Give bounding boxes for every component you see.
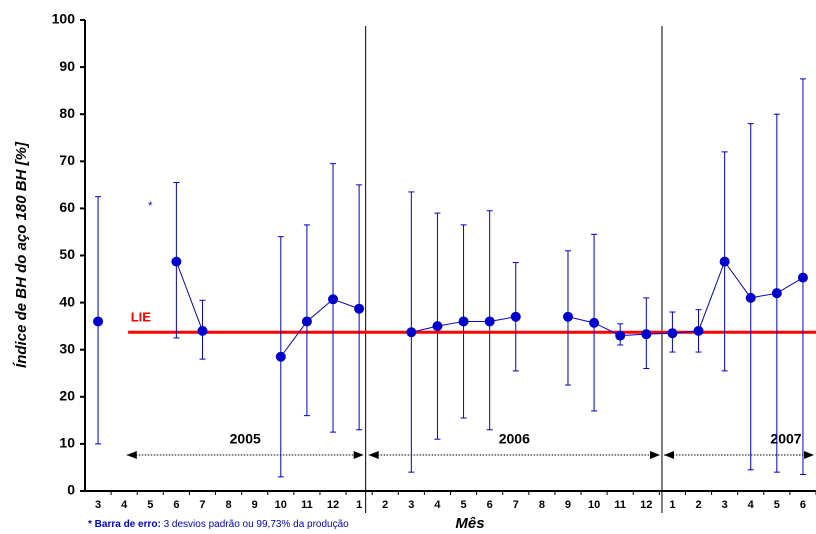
arrow-head xyxy=(126,451,137,459)
data-point xyxy=(693,325,704,336)
footnote-text: 3 desvios padrão ou 99,73% da produção xyxy=(164,519,350,530)
data-point xyxy=(797,272,808,283)
x-tick-label: 2 xyxy=(695,499,701,511)
x-tick-label: 12 xyxy=(327,499,339,511)
x-tick-label: 10 xyxy=(275,499,287,511)
x-tick-label: 1 xyxy=(669,499,675,511)
y-tick-label: 10 xyxy=(59,435,75,451)
data-point xyxy=(93,316,104,327)
data-point xyxy=(589,317,600,328)
data-line xyxy=(175,260,804,358)
x-tick-label: 3 xyxy=(95,499,101,511)
x-tick-label: 5 xyxy=(460,499,466,511)
x-axis-title: Mês xyxy=(455,515,484,532)
y-tick-label: 90 xyxy=(59,58,75,74)
year-label: 2006 xyxy=(499,431,530,447)
arrow-head xyxy=(368,451,379,459)
data-point xyxy=(432,321,443,332)
x-tick-label: 6 xyxy=(487,499,493,511)
data-point xyxy=(328,294,339,305)
year-label: 2005 xyxy=(230,431,261,447)
x-tick-label: 9 xyxy=(252,499,258,511)
x-tick-label: 11 xyxy=(301,499,313,511)
x-tick-label: 7 xyxy=(199,499,205,511)
x-tick-label: 6 xyxy=(800,499,806,511)
data-point xyxy=(301,316,312,327)
data-point xyxy=(510,311,521,322)
x-tick-label: 4 xyxy=(434,499,441,511)
arrow-head xyxy=(804,451,814,459)
x-tick-label: 10 xyxy=(588,499,600,511)
y-tick-label: 40 xyxy=(59,293,75,309)
data-point xyxy=(667,328,678,339)
data-point xyxy=(745,292,756,303)
y-tick-label: 60 xyxy=(59,199,75,215)
x-tick-label: 4 xyxy=(121,499,128,511)
data-point xyxy=(406,327,417,338)
x-tick-label: 2 xyxy=(382,499,388,511)
data-point xyxy=(641,329,652,340)
annotation: * xyxy=(148,200,153,212)
y-tick-label: 50 xyxy=(59,246,75,262)
x-tick-label: 11 xyxy=(614,499,626,511)
x-tick-label: 5 xyxy=(147,499,153,511)
data-point xyxy=(615,330,626,341)
data-point xyxy=(197,325,208,336)
data-point xyxy=(275,351,286,362)
footnote-bold: * Barra de erro: xyxy=(88,519,161,530)
data-point xyxy=(484,316,495,327)
y-tick-label: 0 xyxy=(67,482,75,498)
x-tick-label: 7 xyxy=(513,499,519,511)
y-tick-label: 30 xyxy=(59,340,75,356)
x-tick-label: 9 xyxy=(565,499,571,511)
y-tick-label: 80 xyxy=(59,105,75,121)
lie-label: LIE xyxy=(131,310,152,325)
x-tick-label: 8 xyxy=(226,499,232,511)
footnote: * Barra de erro: 3 desvios padrão ou 99,… xyxy=(88,519,349,530)
year-label: 2007 xyxy=(770,431,801,447)
x-tick-label: 1 xyxy=(356,499,362,511)
x-tick-label: 3 xyxy=(722,499,728,511)
x-tick-label: 6 xyxy=(173,499,179,511)
x-tick-label: 4 xyxy=(748,499,755,511)
data-point xyxy=(171,256,182,267)
arrow-head xyxy=(353,451,364,459)
x-tick-label: 5 xyxy=(774,499,780,511)
y-tick-label: 100 xyxy=(52,11,76,27)
data-point xyxy=(562,311,573,322)
data-point xyxy=(719,256,730,267)
data-point xyxy=(354,303,365,314)
x-tick-label: 12 xyxy=(640,499,652,511)
x-tick-label: 8 xyxy=(539,499,545,511)
data-point xyxy=(458,316,469,327)
y-tick-label: 20 xyxy=(59,388,75,404)
arrow-head xyxy=(649,451,660,459)
y-tick-label: 70 xyxy=(59,152,75,168)
data-point xyxy=(771,288,782,299)
y-axis-title: Índice de BH do aço 180 BH [%] xyxy=(13,141,30,368)
arrow-head xyxy=(663,451,674,459)
x-tick-label: 3 xyxy=(408,499,414,511)
